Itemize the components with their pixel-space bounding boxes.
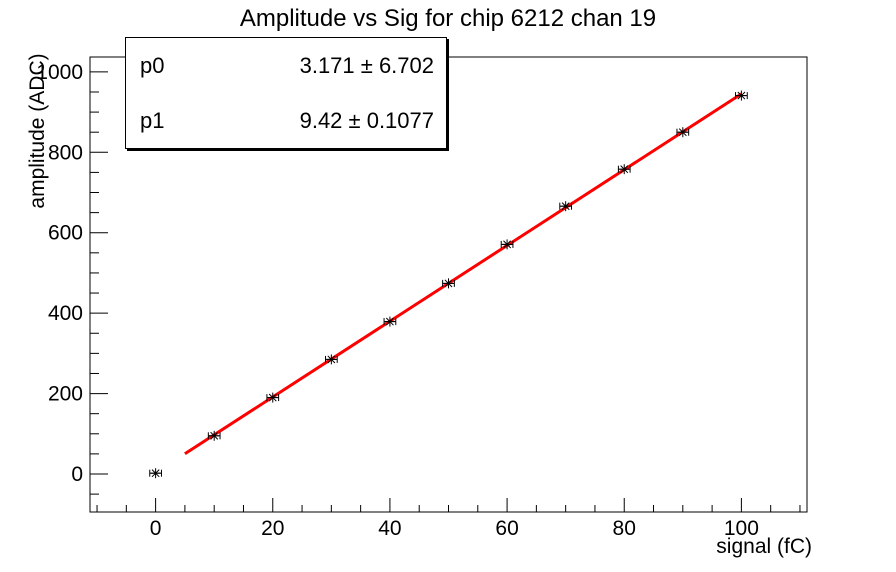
y-tick-label: 600 xyxy=(48,222,83,245)
stat-value-p1: 9.42 ± 0.1077 xyxy=(299,107,434,133)
data-point xyxy=(149,468,162,479)
data-point xyxy=(383,316,397,327)
stat-name-p1: p1 xyxy=(140,107,165,133)
x-tick-label: 80 xyxy=(613,517,636,540)
marker-line xyxy=(737,91,746,100)
x-tick-label: 0 xyxy=(150,517,162,540)
y-tick-label: 800 xyxy=(48,141,83,164)
marker-line xyxy=(268,393,277,402)
data-point xyxy=(559,201,573,212)
x-tick-label: 20 xyxy=(261,517,284,540)
data-point xyxy=(266,392,280,403)
y-tick-label: 1000 xyxy=(36,61,83,84)
stat-value-p0: 3.171 ± 6.702 xyxy=(299,52,434,78)
y-tick-label: 0 xyxy=(71,463,83,486)
data-point xyxy=(735,90,748,101)
y-axis-title: amplitude (ADC) xyxy=(26,53,49,208)
marker-line xyxy=(678,128,687,137)
data-point xyxy=(207,430,221,441)
x-tick-label: 40 xyxy=(378,517,401,540)
data-point xyxy=(676,127,690,138)
y-tick-label: 200 xyxy=(48,383,83,406)
fit-line xyxy=(184,92,743,456)
marker-line xyxy=(620,165,629,174)
stats-box: p0 3.171 ± 6.702 p1 9.42 ± 0.1077 xyxy=(125,37,447,149)
y-tick-label: 400 xyxy=(48,302,83,325)
marker-line xyxy=(210,431,219,440)
data-point xyxy=(500,239,514,250)
marker-line xyxy=(151,469,160,478)
marker-line xyxy=(327,355,336,364)
data-point xyxy=(324,354,338,365)
chart-title: Amplitude vs Sig for chip 6212 chan 19 xyxy=(239,5,657,32)
stat-name-p0: p0 xyxy=(140,52,165,78)
marker-line xyxy=(503,240,512,249)
marker-line xyxy=(561,202,570,211)
data-point xyxy=(617,164,631,175)
marker-line xyxy=(385,317,394,326)
stats-row-p1: p1 9.42 ± 0.1077 xyxy=(126,93,446,148)
x-axis-title: signal (fC) xyxy=(716,535,812,558)
data-point xyxy=(442,278,455,289)
x-tick-label: 100 xyxy=(724,517,759,540)
stats-row-p0: p0 3.171 ± 6.702 xyxy=(126,38,446,93)
x-tick-label: 60 xyxy=(495,517,518,540)
marker-line xyxy=(444,279,453,288)
